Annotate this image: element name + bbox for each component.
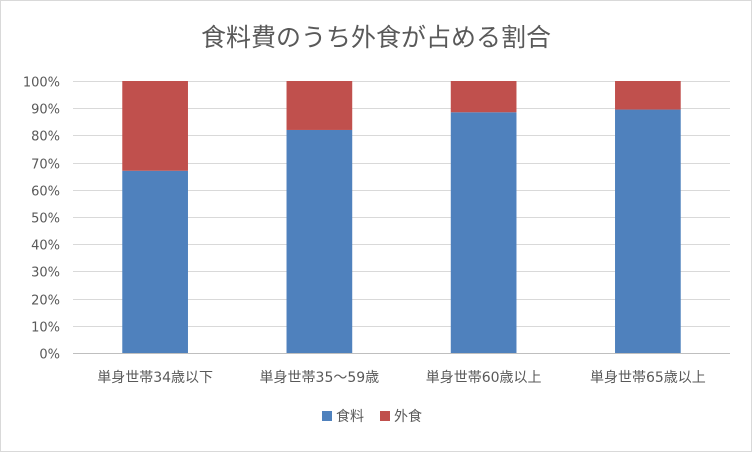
legend-swatch [380, 411, 390, 421]
x-axis: 単身世帯34歳以下 単身世帯35～59歳 単身世帯60歳以上 単身世帯65歳以上 [97, 370, 706, 386]
bar-segment [122, 81, 188, 171]
x-tick-label: 単身世帯34歳以下 [97, 370, 213, 386]
chart-title: 食料費のうち外食が占める割合 [201, 23, 551, 52]
y-tick-label: 70% [31, 158, 60, 173]
bar-segment [615, 109, 681, 353]
y-tick-label: 40% [31, 239, 60, 254]
y-tick-label: 80% [31, 130, 60, 145]
legend: 食料 外食 [322, 408, 422, 425]
bar-segment [450, 112, 517, 353]
y-tick-label: 10% [31, 321, 60, 336]
bar-segment [286, 81, 353, 130]
legend-label: 外食 [394, 408, 422, 425]
x-tick-label: 単身世帯35～59歳 [260, 370, 380, 386]
legend-swatch [322, 411, 332, 421]
y-tick-label: 0% [39, 348, 60, 363]
y-tick-label: 60% [31, 185, 60, 200]
legend-label: 食料 [336, 408, 364, 425]
y-tick-label: 50% [31, 212, 60, 227]
y-tick-label: 100% [23, 76, 60, 91]
bar-segment [122, 170, 188, 353]
bar-segment [286, 129, 353, 353]
bars [122, 81, 681, 353]
y-tick-label: 30% [31, 266, 60, 281]
y-axis: 0% 10% 20% 30% 40% 50% 60% 70% 80% 90% 100% [23, 76, 60, 363]
bar-segment [450, 81, 517, 113]
y-tick-label: 90% [31, 103, 60, 118]
y-tick-label: 20% [31, 294, 60, 309]
bar-segment [615, 81, 681, 110]
x-tick-label: 単身世帯65歳以上 [590, 370, 706, 386]
x-tick-label: 単身世帯60歳以上 [426, 370, 542, 386]
